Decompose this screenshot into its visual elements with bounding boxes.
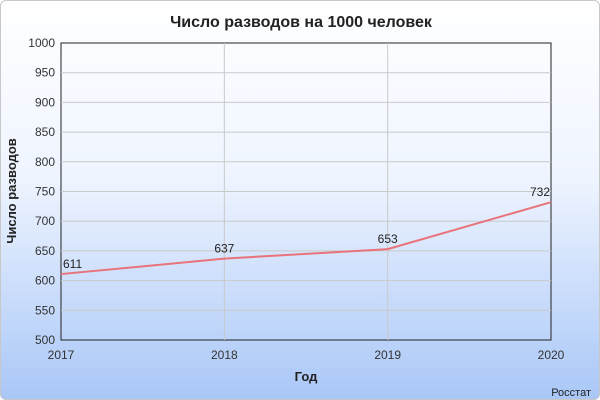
y-tick-label: 850 [35,125,55,139]
source-label: Росстат [551,387,591,399]
y-tick-label: 600 [35,274,55,288]
y-tick-label: 750 [35,185,55,199]
grid-lines [61,43,551,340]
data-labels: 611 637 653 732 [63,185,550,271]
x-tick-label: 2017 [48,348,75,362]
y-tick-label: 650 [35,244,55,258]
data-label: 653 [378,232,398,246]
series-layer [60,201,552,276]
data-label: 637 [214,242,234,256]
y-tick-label: 950 [35,66,55,80]
x-tick-label: 2019 [374,348,401,362]
data-label: 732 [530,185,550,199]
y-tick-label: 500 [35,333,55,347]
y-axis-ticks: 500 550 600 650 700 750 800 850 900 950 1000 [28,36,55,347]
x-tick-label: 2018 [211,348,238,362]
y-tick-label: 700 [35,214,55,228]
y-axis-label: Число разводов [4,138,19,244]
data-label: 611 [63,257,82,271]
x-tick-label: 2020 [538,348,565,362]
x-axis-label: Год [295,369,318,384]
y-tick-label: 1000 [28,36,55,50]
y-tick-label: 550 [35,303,55,317]
x-axis-ticks: 2017 2018 2019 2020 [48,348,565,362]
chart-title: Число разводов на 1000 человек [170,14,433,31]
series-line [60,201,552,276]
y-tick-label: 900 [35,95,55,109]
y-tick-label: 800 [35,155,55,169]
